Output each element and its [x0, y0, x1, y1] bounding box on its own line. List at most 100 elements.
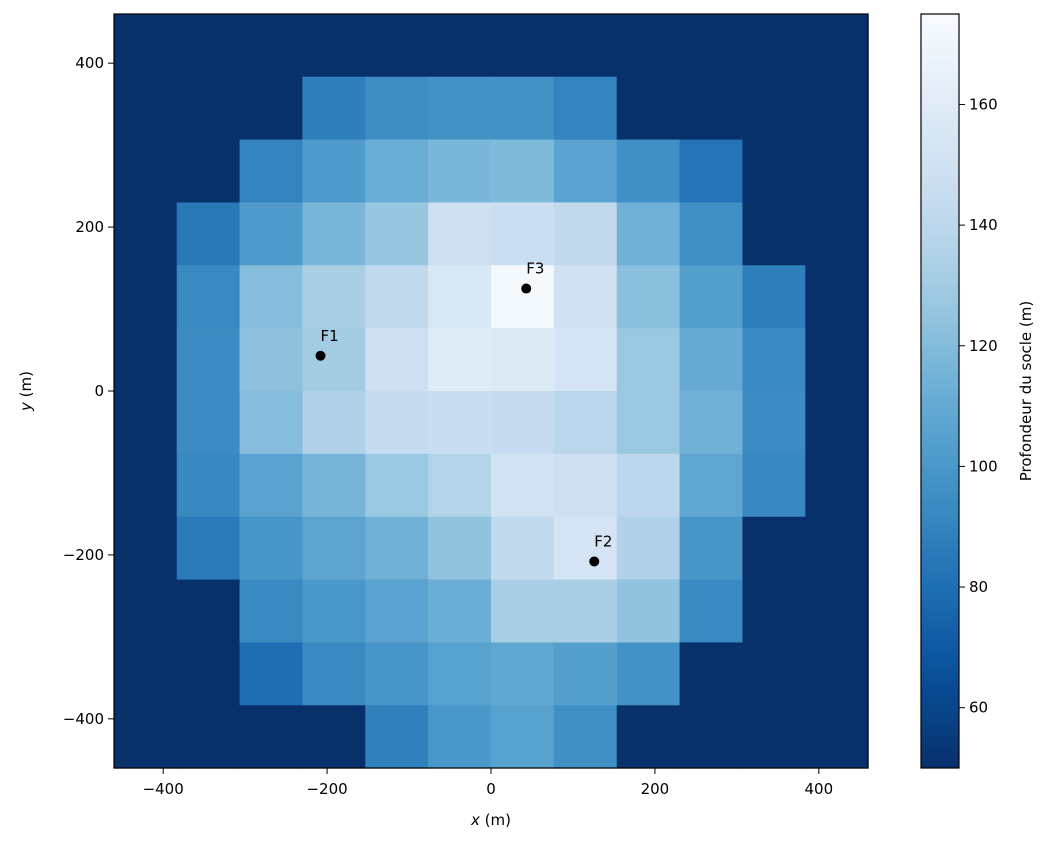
heatmap-cell	[679, 453, 744, 518]
heatmap-cell	[114, 139, 178, 204]
heatmap-cell	[616, 139, 681, 204]
heatmap-cell	[553, 265, 618, 329]
heatmap-cell	[176, 139, 241, 204]
heatmap-cell	[742, 14, 806, 78]
heatmap-cell	[616, 76, 681, 141]
markers: F1 F2 F3	[315, 260, 612, 567]
x-tick-label: 200	[641, 780, 670, 798]
heatmap-cell	[428, 202, 492, 266]
heatmap-cell	[491, 139, 555, 204]
marker-point	[315, 350, 326, 361]
marker-point	[589, 556, 600, 567]
y-axis-label-unit: (m)	[17, 371, 35, 402]
heatmap-cell	[553, 328, 618, 392]
heatmap-cell	[302, 202, 366, 266]
heatmap-cell	[742, 391, 806, 455]
marker-label: F1	[321, 327, 339, 345]
y-axis-label: y (m)	[17, 371, 35, 412]
heatmap-cell	[239, 202, 304, 266]
heatmap-cells	[114, 14, 869, 769]
x-tick-label: 400	[805, 780, 834, 798]
heatmap-cell	[805, 705, 869, 769]
heatmap-cell	[428, 76, 492, 141]
y-axis-ticks: −400 −200 0 200 400	[63, 54, 114, 728]
heatmap-cell	[239, 265, 304, 329]
heatmap-cell	[176, 642, 241, 706]
colorbar-tick-label: 160	[969, 95, 998, 113]
heatmap-cell	[428, 328, 492, 392]
heatmap-cell	[616, 391, 681, 455]
heatmap-cell	[679, 579, 744, 644]
heatmap-cell	[616, 265, 681, 329]
heatmap-cell	[239, 391, 304, 455]
colorbar-ticks: 60 80 100 120 140 160	[959, 95, 998, 717]
heatmap-cell	[616, 579, 681, 644]
heatmap-cell	[679, 76, 744, 141]
heatmap-cell	[742, 328, 806, 392]
heatmap-cell	[302, 705, 366, 769]
heatmap-cell	[239, 14, 304, 78]
heatmap-cell	[491, 391, 555, 455]
heatmap-cell	[239, 705, 304, 769]
y-tick-label: −200	[63, 546, 104, 564]
heatmap-cell	[114, 14, 178, 78]
x-axis-label-unit: (m)	[480, 811, 511, 829]
heatmap-cell	[742, 579, 806, 644]
heatmap-cell	[114, 391, 178, 455]
heatmap-cell	[616, 202, 681, 266]
x-tick-label: −200	[306, 780, 347, 798]
y-tick-label: 0	[94, 382, 104, 400]
heatmap-cell	[553, 705, 618, 769]
colorbar	[920, 13, 960, 769]
heatmap-cell	[428, 139, 492, 204]
heatmap-cell	[553, 76, 618, 141]
heatmap-cell	[679, 516, 744, 581]
heatmap-cell	[365, 516, 429, 581]
heatmap-cell	[491, 328, 555, 392]
heatmap-cell	[491, 202, 555, 266]
heatmap-cell	[491, 516, 555, 581]
heatmap-cell	[365, 139, 429, 204]
heatmap-cell	[553, 139, 618, 204]
heatmap-cell	[302, 642, 366, 706]
marker-point	[521, 283, 532, 294]
heatmap-cell	[176, 265, 241, 329]
heatmap-cell	[302, 265, 366, 329]
heatmap-cell	[742, 265, 806, 329]
heatmap-cell	[616, 328, 681, 392]
heatmap-cell	[239, 76, 304, 141]
heatmap-cell	[114, 516, 178, 581]
x-tick-label: 0	[486, 780, 496, 798]
heatmap-cell	[742, 76, 806, 141]
colorbar-tick-label: 140	[969, 216, 998, 234]
heatmap-cell	[491, 579, 555, 644]
heatmap-cell	[176, 328, 241, 392]
heatmap-cell	[805, 391, 869, 455]
heatmap-cell	[365, 202, 429, 266]
heatmap-cell	[616, 516, 681, 581]
heatmap-cell	[365, 76, 429, 141]
heatmap-cell	[302, 391, 366, 455]
heatmap-cell	[805, 265, 869, 329]
heatmap-cell	[114, 453, 178, 518]
heatmap-cell	[553, 453, 618, 518]
heatmap-cell	[679, 705, 744, 769]
heatmap-cell	[114, 76, 178, 141]
heatmap-cell	[176, 391, 241, 455]
heatmap-cell	[428, 579, 492, 644]
y-axis-label-var: y	[17, 401, 35, 412]
heatmap-cell	[679, 202, 744, 266]
heatmap-cell	[805, 516, 869, 581]
heatmap-cell	[302, 328, 366, 392]
heatmap-cell	[805, 579, 869, 644]
heatmap-cell	[805, 453, 869, 518]
heatmap-cell	[239, 139, 304, 204]
heatmap-cell	[365, 328, 429, 392]
heatmap-cell	[176, 579, 241, 644]
heatmap-cell	[428, 516, 492, 581]
heatmap-cell	[679, 642, 744, 706]
heatmap-cell	[553, 14, 618, 78]
heatmap-cell	[114, 328, 178, 392]
heatmap-cell	[302, 516, 366, 581]
heatmap-cell	[742, 516, 806, 581]
